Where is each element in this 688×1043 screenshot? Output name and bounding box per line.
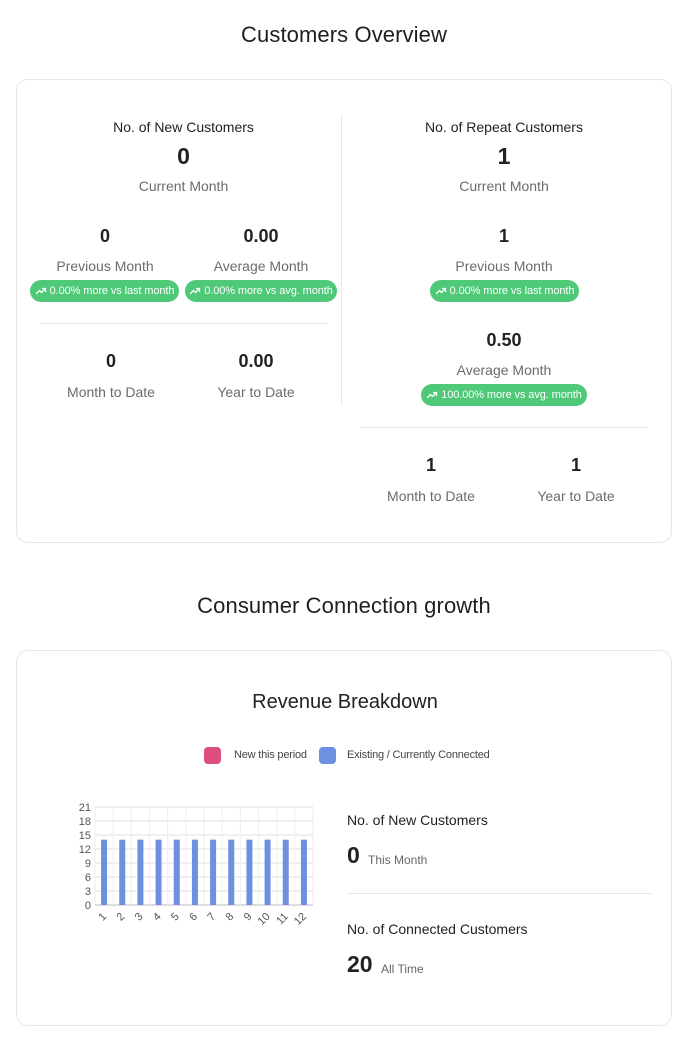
badge-text: 100.00% more vs avg. month	[441, 389, 582, 401]
chart-title: Revenue Breakdown	[252, 691, 438, 713]
x-tick-label: 9	[242, 911, 255, 924]
bar-existing[interactable]	[282, 839, 289, 905]
legend-swatch-existing[interactable]	[319, 747, 336, 764]
repeat-customers-previous-label: Previous Month	[455, 258, 553, 274]
bar-existing[interactable]	[246, 839, 253, 905]
x-tick-label: 3	[133, 911, 146, 924]
new-customers-mtd-value: 0	[105, 351, 116, 371]
new-customers-average-label: Average Month	[213, 258, 309, 274]
x-tick-label: 10	[256, 911, 273, 928]
repeat-customers-previous-badge: 0.00% more vs last month	[430, 280, 579, 302]
bar-existing[interactable]	[119, 839, 126, 905]
bar-existing[interactable]	[210, 839, 217, 905]
new-customers-title: No. of New Customers	[113, 119, 254, 135]
bar-existing[interactable]	[264, 839, 271, 905]
repeat-customers-average-label: Average Month	[456, 362, 552, 378]
connection-growth-title: Consumer Connection growth	[197, 593, 491, 618]
new-customers-previous-value: 0	[99, 226, 110, 246]
column-divider	[341, 114, 342, 406]
repeat-customers-mtd-value: 1	[425, 455, 436, 475]
bar-existing[interactable]	[300, 839, 307, 905]
legend-label-new[interactable]: New this period	[234, 749, 307, 761]
badge-text: 0.00% more vs last month	[449, 285, 575, 297]
repeat-customers-title: No. of Repeat Customers	[425, 119, 583, 135]
x-tick-label: 6	[187, 911, 200, 924]
legend-swatch-new[interactable]	[204, 747, 221, 764]
y-tick-label: 15	[79, 830, 91, 842]
y-tick-label: 6	[85, 872, 91, 884]
x-tick-label: 1	[96, 911, 109, 924]
new-customers-ytd-value: 0.00	[238, 351, 274, 371]
x-tick-label: 2	[115, 911, 128, 924]
trending-up-icon	[435, 287, 446, 295]
new-customers-ytd-label: Year to Date	[217, 384, 295, 400]
new-customers-previous-label: Previous Month	[56, 258, 154, 274]
connected-customers-stat-label: No. of Connected Customers	[347, 921, 528, 937]
y-tick-label: 18	[79, 816, 91, 828]
y-tick-label: 9	[85, 858, 91, 870]
customers-overview-title: Customers Overview	[241, 22, 447, 47]
trending-up-icon	[190, 287, 201, 295]
repeat-customers-current-value: 1	[497, 143, 511, 169]
new-customers-average-badge: 0.00% more vs avg. month	[185, 280, 337, 302]
new-customers-stat-period: This Month	[368, 853, 428, 867]
new-customers-current-value: 0	[177, 143, 190, 169]
repeat-customers-ytd-value: 1	[570, 455, 581, 475]
repeat-customers-mtd-label: Month to Date	[387, 488, 475, 504]
repeat-customers-average-value: 0.50	[486, 330, 522, 350]
trending-up-icon	[35, 287, 46, 295]
x-tick-label: 12	[292, 911, 309, 928]
y-tick-label: 12	[79, 844, 91, 856]
trending-up-icon	[427, 391, 438, 399]
repeat-customers-average-badge: 100.00% more vs avg. month	[421, 384, 587, 406]
bar-existing[interactable]	[191, 839, 198, 905]
bar-existing[interactable]	[228, 839, 235, 905]
y-tick-label: 0	[85, 900, 91, 912]
bar-existing[interactable]	[101, 839, 108, 905]
connected-customers-stat-value: 20	[347, 951, 373, 977]
divider	[41, 323, 327, 324]
new-customers-average-value: 0.00	[243, 226, 279, 246]
x-tick-label: 8	[224, 911, 237, 924]
x-tick-label: 4	[151, 911, 164, 924]
connection-growth-card: Revenue Breakdown New this period Existi…	[16, 650, 672, 1026]
y-tick-label: 3	[85, 886, 91, 898]
new-customers-stat-value: 0	[347, 842, 360, 868]
divider	[347, 893, 652, 894]
badge-text: 0.00% more vs avg. month	[204, 285, 333, 297]
x-tick-label: 5	[169, 911, 182, 924]
bar-existing[interactable]	[155, 839, 162, 905]
y-tick-label: 21	[79, 802, 91, 814]
bar-existing[interactable]	[137, 839, 144, 905]
new-customers-current-label: Current Month	[138, 178, 229, 194]
x-tick-label: 7	[205, 911, 218, 924]
repeat-customers-ytd-label: Year to Date	[537, 488, 615, 504]
badge-text: 0.00% more vs last month	[49, 285, 175, 297]
new-customers-stat-label: No. of New Customers	[347, 812, 488, 828]
bar-existing[interactable]	[173, 839, 180, 905]
new-customers-mtd-label: Month to Date	[67, 384, 155, 400]
x-tick-label: 11	[274, 911, 291, 928]
connected-customers-stat-period: All Time	[381, 962, 424, 976]
new-customers-previous-badge: 0.00% more vs last month	[30, 280, 179, 302]
repeat-customers-current-label: Current Month	[459, 178, 549, 194]
customers-overview-card: No. of New Customers 0 Current Month 0 P…	[16, 79, 672, 543]
repeat-customers-previous-value: 1	[498, 226, 509, 246]
divider	[361, 427, 647, 428]
legend-label-existing[interactable]: Existing / Currently Connected	[347, 749, 490, 761]
